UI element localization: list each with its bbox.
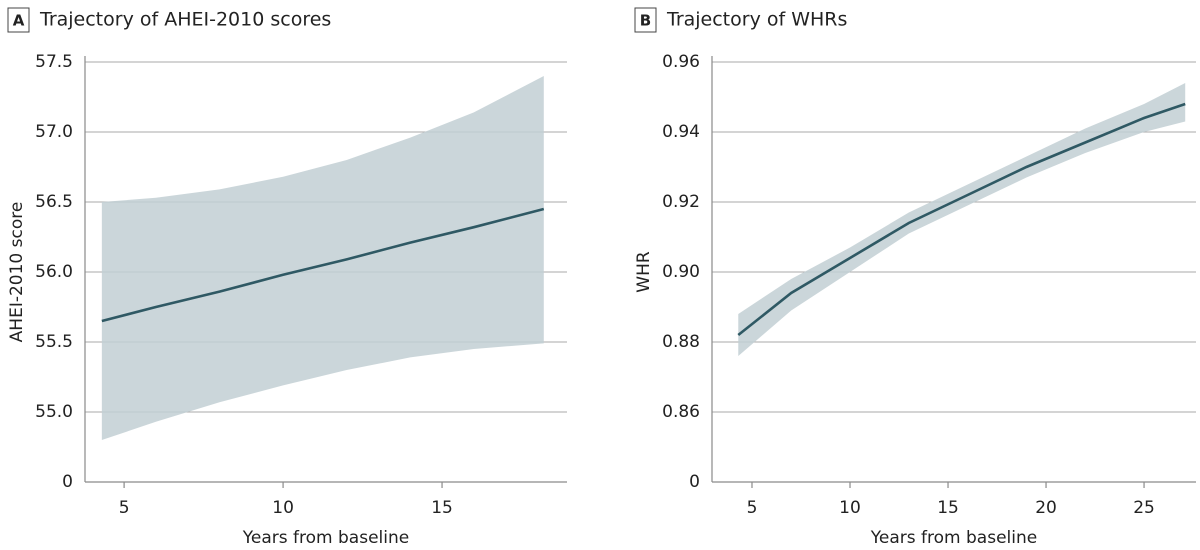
y-axis-title: WHR <box>634 251 654 293</box>
x-tick-label: 5 <box>747 498 758 518</box>
y-tick-label: 57.5 <box>35 52 73 72</box>
y-tick-label: 56.5 <box>35 192 73 212</box>
panel-label: A <box>13 12 25 30</box>
y-tick-label: 0.92 <box>662 192 700 212</box>
y-tick-label: 0.86 <box>662 402 700 422</box>
confidence-band <box>738 83 1186 356</box>
y-tick-label: 0.90 <box>662 262 700 282</box>
panel-label-box <box>634 7 657 33</box>
y-tick-label: 0.94 <box>662 122 700 142</box>
y-tick-label: 0.96 <box>662 52 700 72</box>
panel-label-box <box>7 7 30 33</box>
x-tick-label: 15 <box>431 498 453 518</box>
x-tick-label: 20 <box>1035 498 1057 518</box>
panel-title: Trajectory of WHRs <box>666 9 847 31</box>
x-tick-label: 5 <box>119 498 130 518</box>
y-tick-label: 55.0 <box>35 402 73 422</box>
x-tick-label: 10 <box>839 498 861 518</box>
y-tick-label: 0.88 <box>662 332 700 352</box>
panel-label: B <box>640 12 651 30</box>
confidence-band <box>101 76 544 440</box>
panel-title: Trajectory of AHEI-2010 scores <box>39 9 331 31</box>
y-tick-label: 56.0 <box>35 262 73 282</box>
trajectory-line <box>101 207 545 323</box>
x-axis-title: Years from baseline <box>870 528 1037 548</box>
trajectory-line <box>737 102 1186 337</box>
y-axis-title: AHEI-2010 score <box>7 202 27 343</box>
axis-origin-label: 0 <box>62 472 73 492</box>
x-tick-label: 10 <box>272 498 294 518</box>
x-axis-title: Years from baseline <box>242 528 409 548</box>
x-tick-label: 25 <box>1133 498 1155 518</box>
y-tick-label: 55.5 <box>35 332 73 352</box>
x-tick-label: 15 <box>937 498 959 518</box>
y-tick-label: 57.0 <box>35 122 73 142</box>
axis-origin-label: 0 <box>689 472 700 492</box>
